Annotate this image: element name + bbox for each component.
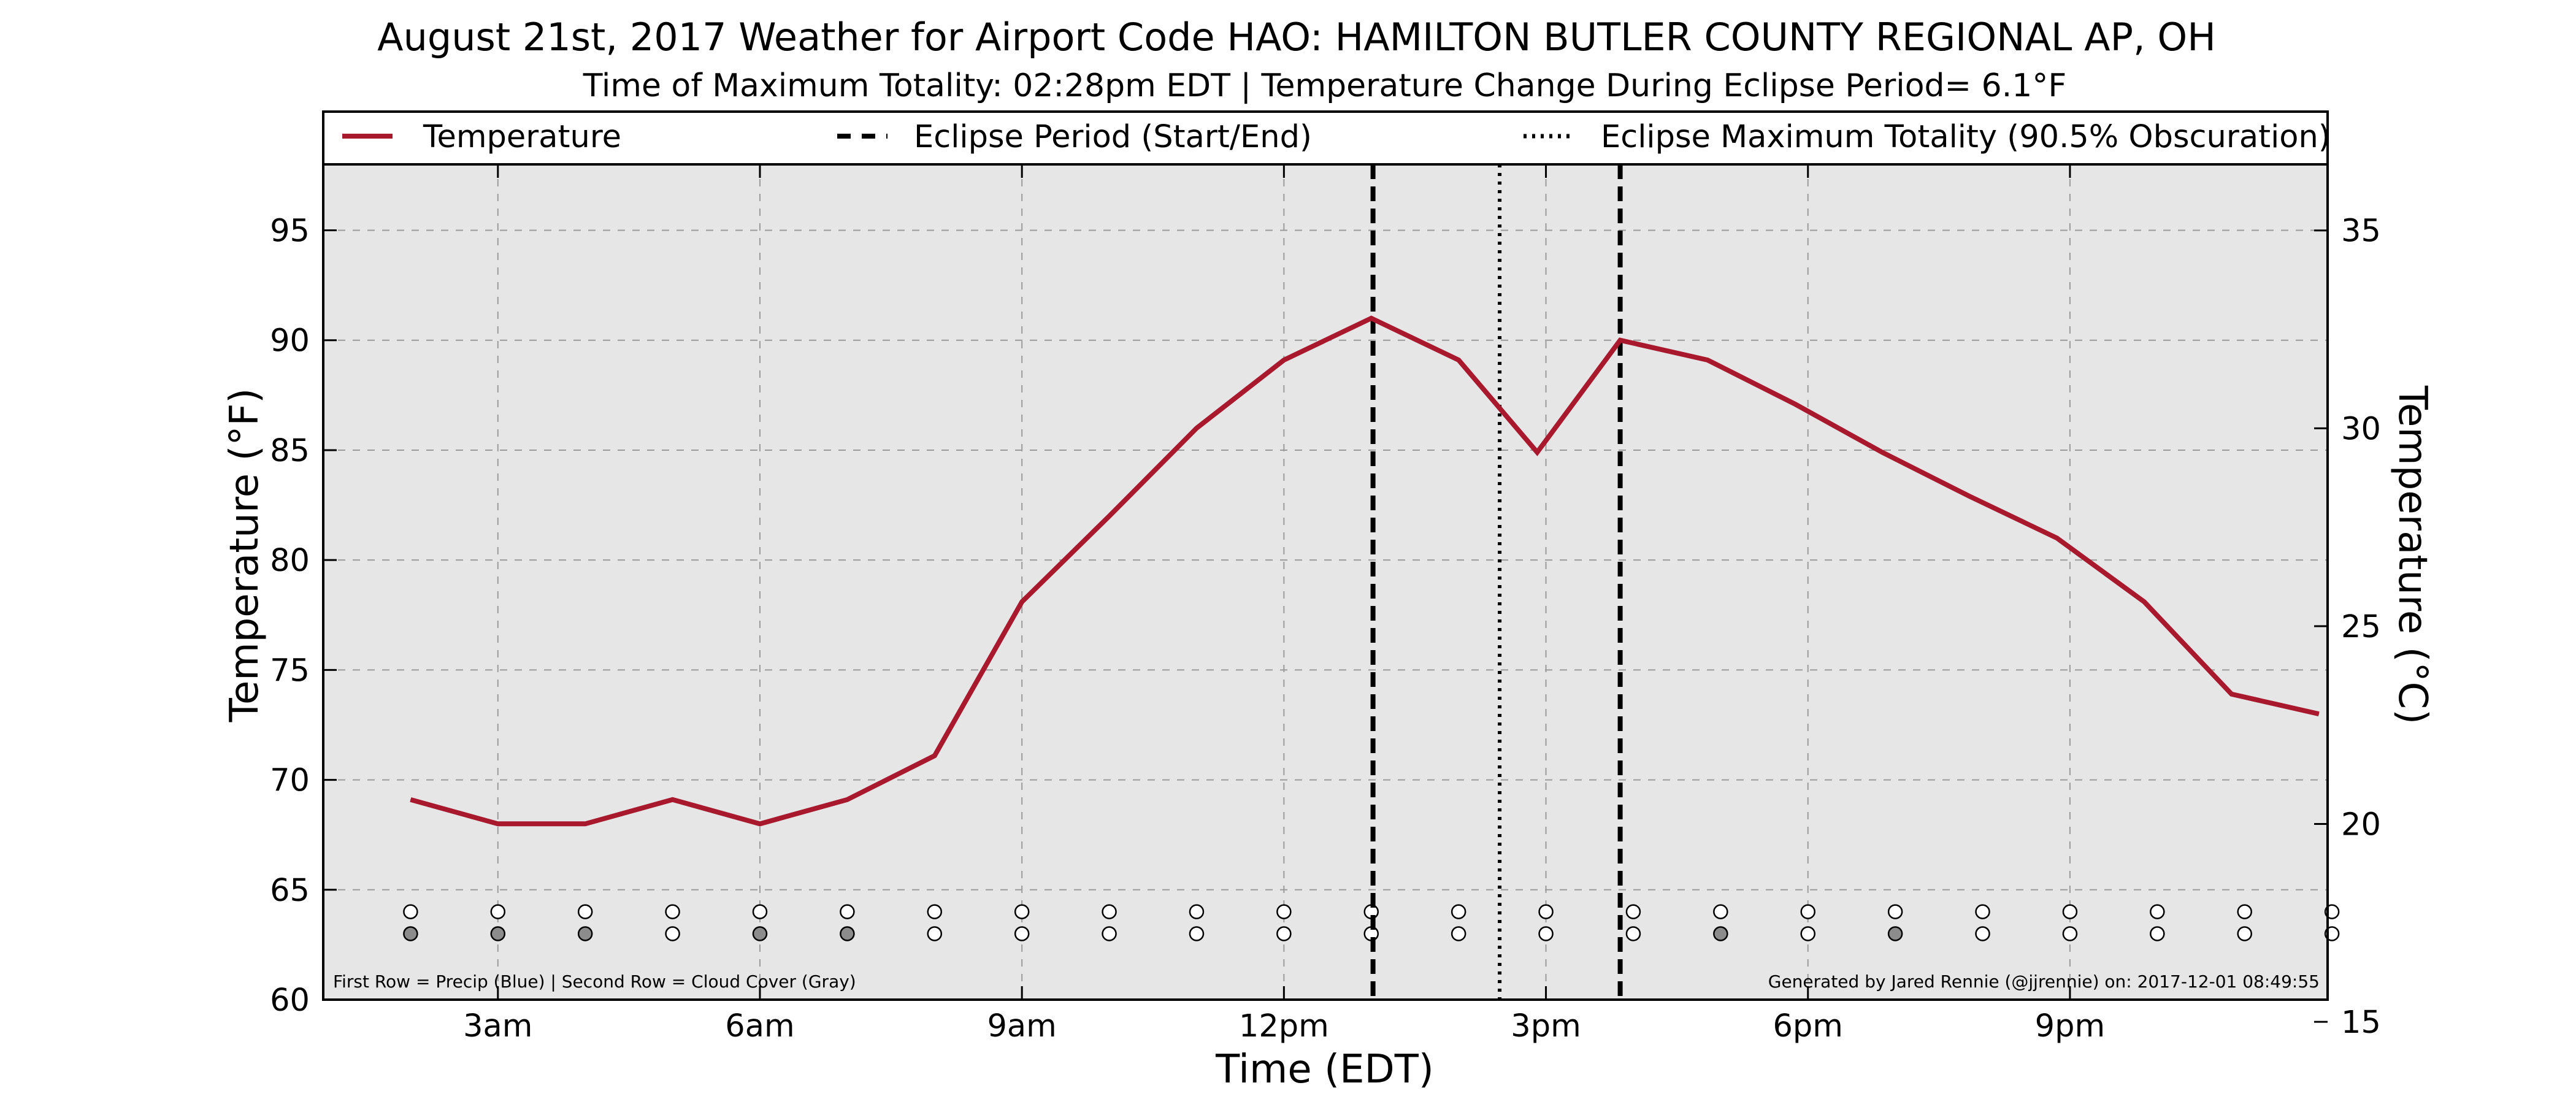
y-tick-label-left: 65 bbox=[270, 873, 310, 909]
cloud-cover-marker bbox=[1625, 926, 1641, 941]
cloud-cover-marker bbox=[1713, 926, 1728, 941]
eclipse-lines bbox=[1370, 164, 1623, 1000]
precip-marker bbox=[490, 904, 506, 919]
cloud-cover-marker bbox=[1975, 926, 1990, 941]
precip-marker bbox=[1800, 904, 1815, 919]
cloud-cover-marker bbox=[1276, 926, 1292, 941]
cloud-cover-marker bbox=[1014, 926, 1030, 941]
y-axis-title-left: Temperature (°F) bbox=[222, 388, 267, 723]
y-tick-label-left: 85 bbox=[270, 433, 310, 469]
cloud-cover-marker bbox=[1538, 926, 1554, 941]
precip-marker bbox=[2150, 904, 2165, 919]
chart-subtitle: Time of Maximum Totality: 02:28pm EDT | … bbox=[583, 67, 2066, 104]
precip-marker bbox=[1887, 904, 1903, 919]
legend-eclipse-max-label: Eclipse Maximum Totality (90.5% Obscurat… bbox=[1601, 119, 2331, 155]
x-tick-label: 6am bbox=[725, 1008, 794, 1044]
legend: Temperature Eclipse Period (Start/End) E… bbox=[322, 110, 2331, 166]
legend-eclipse-period-label: Eclipse Period (Start/End) bbox=[914, 119, 1312, 155]
y-tick-label-left: 95 bbox=[270, 213, 310, 250]
precip-marker bbox=[403, 904, 418, 919]
y-tick-label-left: 60 bbox=[270, 983, 310, 1019]
precip-marker bbox=[1102, 904, 1117, 919]
chart-title: August 21st, 2017 Weather for Airport Co… bbox=[377, 15, 2216, 59]
footnote-left: First Row = Precip (Blue) | Second Row =… bbox=[333, 971, 856, 992]
cloud-cover-marker bbox=[752, 926, 768, 941]
y-tick-label-left: 70 bbox=[270, 763, 310, 799]
temperature-point bbox=[1707, 359, 1708, 361]
x-tick-label: 6pm bbox=[1773, 1008, 1843, 1044]
cloud-cover-marker bbox=[490, 926, 506, 941]
temperature-point bbox=[846, 799, 848, 800]
indicator-rows bbox=[403, 904, 2340, 941]
cloud-cover-marker bbox=[1887, 926, 1903, 941]
cloud-cover-marker bbox=[577, 926, 593, 941]
cloud-cover-marker bbox=[1102, 926, 1117, 941]
cloud-cover-marker bbox=[1189, 926, 1205, 941]
precip-marker bbox=[1451, 904, 1466, 919]
x-tick-label: 3am bbox=[463, 1008, 532, 1044]
y-tick-label-left: 75 bbox=[270, 653, 310, 689]
y-tick-label-right: 35 bbox=[2341, 213, 2381, 250]
precip-marker bbox=[1713, 904, 1728, 919]
precip-marker bbox=[1014, 904, 1030, 919]
cloud-cover-marker bbox=[403, 926, 418, 941]
y-tick-label-left: 80 bbox=[270, 543, 310, 579]
temperature-point bbox=[1536, 452, 1538, 453]
cloud-cover-marker bbox=[2150, 926, 2165, 941]
temperature-point bbox=[672, 799, 673, 800]
cloud-cover-marker bbox=[927, 926, 943, 941]
cloud-cover-marker bbox=[2062, 926, 2078, 941]
precip-marker bbox=[665, 904, 680, 919]
precip-marker bbox=[1625, 904, 1641, 919]
precip-marker bbox=[1276, 904, 1292, 919]
series-layer bbox=[410, 315, 2320, 827]
cloud-cover-marker bbox=[665, 926, 680, 941]
temperature-point bbox=[1969, 496, 1970, 497]
y-tick-label-right: 25 bbox=[2341, 609, 2381, 645]
precip-marker bbox=[927, 904, 943, 919]
x-axis-title: Time (EDT) bbox=[1215, 1047, 1434, 1092]
precip-marker bbox=[1189, 904, 1205, 919]
legend-box bbox=[322, 110, 2329, 166]
cloud-cover-marker bbox=[2237, 926, 2252, 941]
cloud-cover-marker bbox=[1451, 926, 1466, 941]
footnote-right: Generated by Jared Rennie (@jjrennie) on… bbox=[1768, 971, 2320, 992]
y-tick-label-right: 15 bbox=[2341, 1005, 2381, 1041]
x-tick-label: 9am bbox=[987, 1008, 1056, 1044]
legend-temperature-label: Temperature bbox=[423, 119, 621, 155]
plot-area bbox=[323, 164, 2328, 1000]
y-tick-label-left: 90 bbox=[270, 323, 310, 359]
precip-marker bbox=[577, 904, 593, 919]
tick-layer: 60 65 70 75 80 85 90 95 15 20 25 30 35 3am 6am 9am 12pm 3… bbox=[270, 164, 2381, 1044]
cloud-cover-marker bbox=[840, 926, 855, 941]
y-tick-label-right: 30 bbox=[2341, 411, 2381, 447]
y-axis-title-right: Temperature (°C) bbox=[2390, 385, 2435, 724]
x-tick-label: 12pm bbox=[1239, 1008, 1329, 1044]
x-tick-label: 3pm bbox=[1511, 1008, 1581, 1044]
temperature-point bbox=[410, 799, 411, 800]
precip-marker bbox=[752, 904, 768, 919]
cloud-cover-marker bbox=[1800, 926, 1815, 941]
precip-marker bbox=[840, 904, 855, 919]
precip-marker bbox=[2237, 904, 2252, 919]
precip-marker bbox=[1538, 904, 1554, 919]
precip-marker bbox=[1975, 904, 1990, 919]
temperature-point bbox=[1196, 427, 1197, 429]
y-tick-label-right: 20 bbox=[2341, 807, 2381, 843]
x-tick-label: 9pm bbox=[2035, 1008, 2106, 1044]
grid-lines bbox=[323, 164, 2328, 1000]
precip-marker bbox=[2062, 904, 2078, 919]
